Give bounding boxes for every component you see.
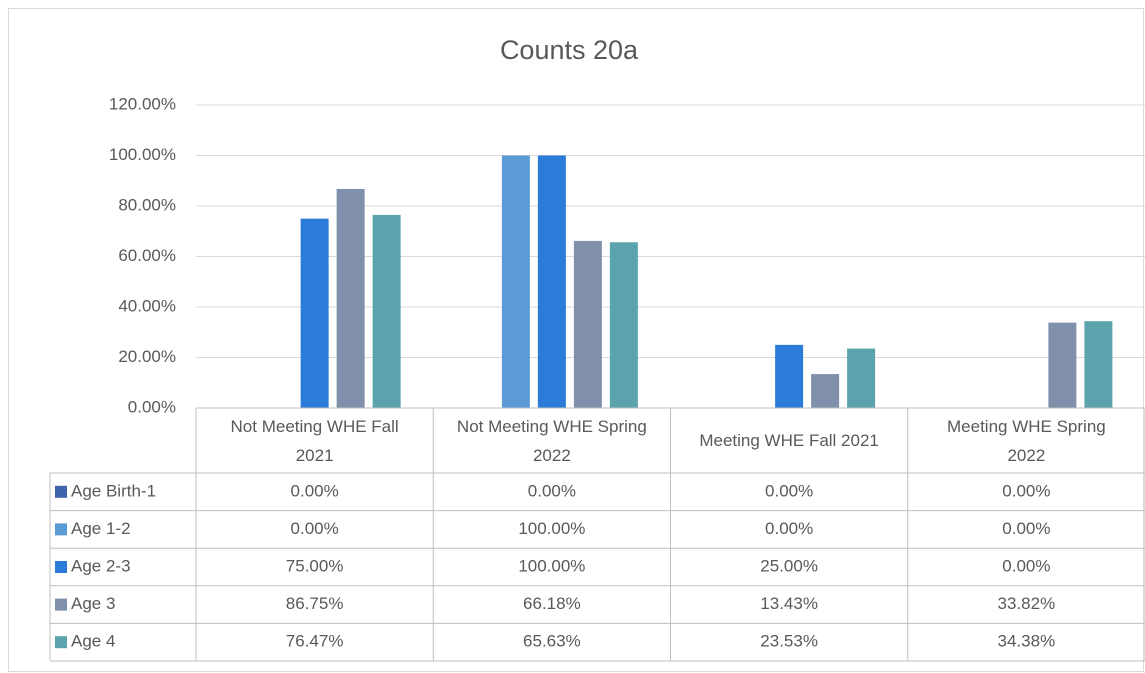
table-value: 100.00% (518, 556, 585, 575)
y-tick-label: 20.00% (118, 347, 176, 366)
legend-label: Age 4 (71, 632, 115, 651)
legend-key (55, 523, 67, 536)
table-value: 0.00% (291, 481, 339, 500)
table-value: 0.00% (1002, 519, 1050, 538)
table-value: 25.00% (760, 556, 818, 575)
x-tick-label: Not Meeting WHE Fall 2021 (230, 416, 399, 465)
y-tick-label: 100.00% (109, 145, 176, 164)
table-value: 86.75% (286, 594, 344, 613)
x-tick-label: Meeting WHE Fall 2021 (699, 431, 879, 450)
bar (573, 240, 602, 408)
table-value: 13.43% (760, 594, 818, 613)
legend-key (55, 598, 67, 611)
table-value: 76.47% (286, 632, 344, 651)
bar (300, 218, 329, 408)
legend-label: Age 1-2 (71, 519, 131, 538)
legend-key (55, 561, 67, 573)
bar (609, 242, 638, 408)
bar (847, 348, 876, 408)
table-value: 0.00% (291, 519, 339, 538)
table-value: 0.00% (1002, 481, 1050, 500)
table-value: 75.00% (286, 556, 344, 575)
table-value: 66.18% (523, 594, 581, 613)
legend-label: Age 3 (71, 594, 115, 613)
bar (336, 188, 365, 408)
x-category: Meeting WHE Spring 2022 (947, 416, 1106, 465)
table-value: 65.63% (523, 632, 581, 651)
x-category: Meeting WHE Fall 2021 (699, 431, 879, 450)
table-value: 23.53% (760, 632, 818, 651)
table-value: 100.00% (518, 519, 585, 538)
bar (1084, 321, 1113, 408)
table-value: 0.00% (765, 481, 813, 500)
y-tick-label: 60.00% (118, 246, 176, 265)
x-category: Not Meeting WHE Fall 2021 (230, 416, 399, 465)
x-tick-label: Meeting WHE Spring 2022 (947, 416, 1106, 465)
bar (775, 344, 804, 408)
bar (372, 214, 401, 408)
table-value: 0.00% (1002, 556, 1050, 575)
legend-label: Age 2-3 (71, 556, 131, 575)
y-tick-label: 80.00% (118, 195, 176, 214)
table-value: 33.82% (998, 594, 1056, 613)
bar (811, 374, 840, 408)
y-tick-label: 0.00% (128, 397, 176, 416)
x-category: Not Meeting WHE Spring 2022 (456, 416, 647, 465)
bar (1048, 322, 1077, 408)
table-value: 0.00% (765, 519, 813, 538)
bar (501, 155, 530, 408)
table-value: 34.38% (998, 632, 1056, 651)
chart-title: Counts 20a (500, 35, 639, 65)
legend-key (55, 485, 67, 498)
y-tick-label: 40.00% (118, 296, 176, 315)
y-tick-label: 120.00% (109, 94, 176, 113)
bar (537, 155, 566, 408)
legend-label: Age Birth-1 (71, 481, 156, 500)
legend-key (55, 636, 67, 649)
table-value: 0.00% (528, 481, 576, 500)
x-tick-label: Not Meeting WHE Spring 2022 (456, 416, 647, 465)
